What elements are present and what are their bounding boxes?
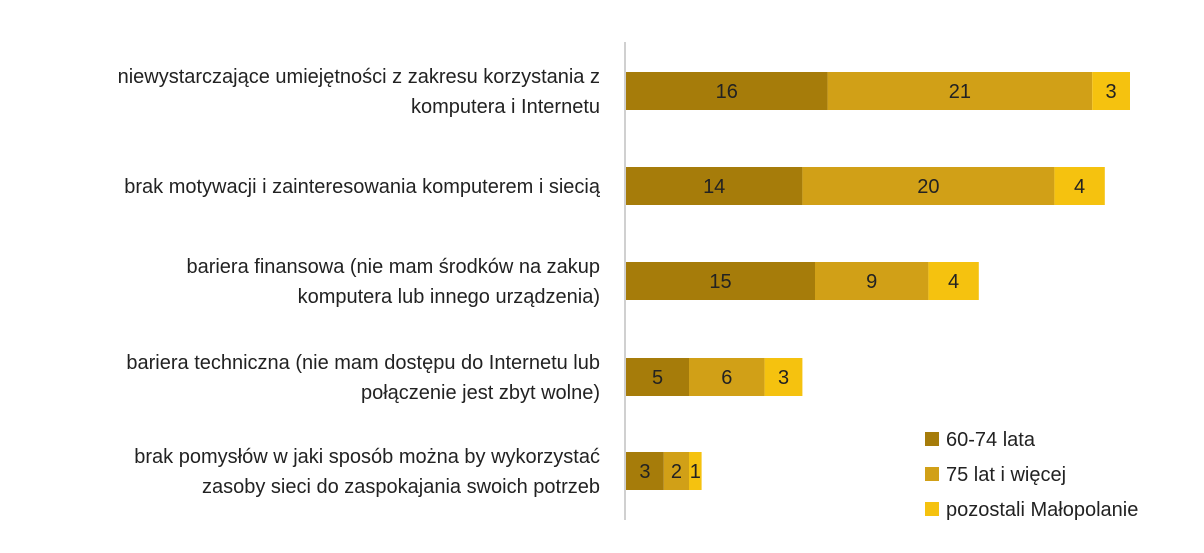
- data-label: 15: [709, 271, 731, 293]
- data-label: 2: [671, 461, 682, 483]
- data-label: 4: [948, 271, 959, 293]
- data-label: 3: [1106, 81, 1117, 103]
- legend-swatch: [925, 467, 939, 481]
- bar-segment: [626, 72, 828, 110]
- bar-segment: [626, 167, 803, 205]
- data-label: 5: [652, 367, 663, 389]
- bar-segment: [1054, 167, 1105, 205]
- category-label: komputera i Internetu: [411, 96, 600, 118]
- data-label: 3: [778, 367, 789, 389]
- bar-segment: [626, 262, 815, 300]
- legend-swatch: [925, 502, 939, 516]
- data-label: 9: [866, 271, 877, 293]
- data-label: 3: [639, 461, 650, 483]
- data-label: 14: [703, 176, 725, 198]
- category-label: niewystarczające umiejętności z zakresu …: [118, 66, 600, 88]
- category-labels: niewystarczające umiejętności z zakresu …: [118, 66, 601, 498]
- data-label: 20: [917, 176, 939, 198]
- data-label: 16: [716, 81, 738, 103]
- legend-label: pozostali Małopolanie: [946, 499, 1138, 521]
- bar-segment: [802, 167, 1055, 205]
- bar-segment: [928, 262, 979, 300]
- category-label: brak pomysłów w jaki sposób można by wyk…: [134, 446, 600, 468]
- bar-segment: [689, 452, 702, 490]
- category-label: komputera lub innego urządzenia): [298, 286, 600, 308]
- bar-segment: [689, 358, 765, 396]
- bar-segment: [827, 72, 1093, 110]
- legend-label: 60-74 lata: [946, 429, 1036, 451]
- data-label: 1: [690, 461, 701, 483]
- bar-segment: [764, 358, 803, 396]
- bars-layer: 16 21 314 20 415 9 45 6 33 2 1: [626, 72, 1130, 490]
- category-label: brak motywacji i zainteresowania kompute…: [124, 176, 601, 198]
- data-label: 6: [721, 367, 732, 389]
- legend-swatch: [925, 432, 939, 446]
- legend: 60-74 lata 75 lat i więcej pozostali Małop…: [925, 429, 1138, 521]
- data-label: 4: [1074, 176, 1085, 198]
- category-label: połączenie jest zbyt wolne): [361, 382, 600, 404]
- bar-segment: [626, 452, 664, 490]
- category-label: zasoby sieci do zaspokajania swoich potr…: [202, 476, 600, 498]
- data-label: 21: [949, 81, 971, 103]
- bar-segment: [1092, 72, 1130, 110]
- bar-segment: [626, 358, 689, 396]
- category-label: bariera finansowa (nie mam środków na za…: [186, 256, 600, 278]
- legend-label: 75 lat i więcej: [946, 464, 1066, 486]
- bar-segment: [815, 262, 929, 300]
- category-label: bariera techniczna (nie mam dostępu do I…: [126, 352, 600, 374]
- bar-segment: [663, 452, 689, 490]
